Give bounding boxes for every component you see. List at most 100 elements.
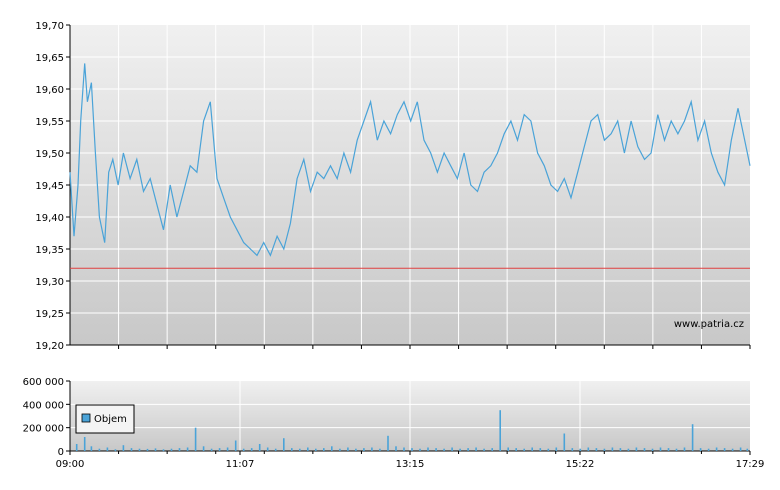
volume-bar: [90, 446, 93, 451]
volume-bar: [443, 448, 445, 451]
price-y-tick-label: 19,30: [35, 277, 64, 288]
volume-bar: [315, 448, 317, 451]
volume-panel: 600 000 400 000 200 000 0 09:00 11:07 13:15 15…: [23, 377, 765, 470]
volume-bar: [507, 447, 509, 451]
volume-bar: [395, 446, 397, 451]
price-y-ticks: 19,70 19,65 19,60 19,55 19,50 19,45 19,40 19,35…: [35, 21, 70, 352]
volume-bar: [202, 446, 205, 451]
price-y-tick-label: 19,50: [35, 149, 64, 160]
volume-bar: [667, 448, 670, 451]
volume-bar: [651, 448, 654, 451]
volume-bar: [274, 448, 277, 451]
price-y-tick-label: 19,25: [35, 309, 64, 320]
price-y-tick-label: 19,55: [35, 117, 64, 128]
volume-bar: [266, 447, 269, 451]
volume-bar: [122, 445, 125, 451]
volume-bar: [323, 448, 325, 451]
volume-bar: [435, 448, 437, 451]
volume-bar: [595, 448, 598, 451]
volume-bar: [539, 448, 542, 451]
volume-bar: [307, 447, 309, 451]
volume-bar: [242, 448, 245, 451]
volume-bar: [283, 438, 285, 451]
volume-bar: [331, 446, 333, 451]
legend-swatch: [81, 413, 91, 423]
volume-bar: [627, 448, 630, 451]
volume-bar: [707, 448, 710, 451]
volume-legend: Objem: [75, 404, 135, 434]
volume-bar: [98, 448, 101, 451]
volume-bar: [571, 448, 574, 451]
volume-bars: [75, 410, 749, 452]
volume-bar: [387, 435, 389, 451]
volume-bar: [587, 447, 590, 451]
volume-bar: [499, 410, 501, 451]
volume-bar: [106, 447, 109, 451]
volume-bar: [746, 448, 749, 451]
volume-bar: [83, 437, 86, 451]
volume-bar: [459, 448, 461, 451]
volume-bar: [523, 448, 525, 451]
volume-bar: [691, 424, 694, 451]
volume-bar: [258, 444, 261, 451]
volume-y-tick-label: 200 000: [23, 424, 64, 435]
volume-bar: [603, 448, 606, 451]
volume-bar: [411, 448, 413, 451]
volume-bar: [178, 448, 181, 451]
volume-bar: [234, 440, 237, 451]
volume-bar: [715, 447, 718, 451]
volume-bar: [419, 448, 421, 451]
price-y-tick-label: 19,60: [35, 85, 64, 96]
volume-bar: [146, 448, 149, 451]
volume-bar: [547, 448, 550, 451]
volume-bar: [427, 447, 429, 451]
volume-bar: [363, 448, 365, 451]
price-y-tick-label: 19,35: [35, 245, 64, 256]
volume-bar: [299, 448, 301, 451]
x-tick-label: 09:00: [56, 459, 85, 470]
price-y-tick-label: 19,70: [35, 21, 64, 32]
volume-bar: [723, 448, 726, 451]
watermark: www.patria.cz: [674, 319, 744, 330]
volume-x-ticks: 09:00 11:07 13:15 15:22 17:29: [56, 451, 765, 470]
volume-bar: [619, 448, 622, 451]
volume-bar: [555, 447, 558, 451]
volume-bar: [75, 444, 78, 451]
volume-bar: [250, 448, 253, 451]
volume-bar: [515, 448, 517, 451]
x-tick-label: 17:29: [736, 459, 765, 470]
volume-bar: [643, 448, 646, 451]
price-y-tick-label: 19,40: [35, 213, 64, 224]
price-y-tick-label: 19,45: [35, 181, 64, 192]
volume-bar: [355, 448, 357, 451]
volume-y-ticks: 600 000 400 000 200 000 0: [23, 377, 70, 458]
volume-bar: [371, 447, 373, 451]
price-panel: 19,70 19,65 19,60 19,55 19,50 19,45 19,40 19,35…: [35, 21, 751, 352]
volume-bar: [194, 427, 197, 451]
volume-y-tick-label: 600 000: [23, 377, 64, 388]
volume-bar: [683, 447, 686, 451]
volume-bar: [210, 448, 213, 451]
price-y-tick-label: 19,65: [35, 53, 64, 64]
volume-bar: [451, 447, 453, 451]
volume-bar: [699, 448, 702, 451]
volume-bar: [162, 449, 165, 452]
volume-bar: [579, 448, 582, 451]
x-tick-label: 11:07: [226, 459, 255, 470]
volume-bar: [291, 448, 293, 451]
volume-bar: [347, 447, 349, 451]
price-x-ticks: [118, 345, 751, 349]
volume-bar: [218, 448, 221, 451]
volume-bar: [563, 433, 566, 451]
volume-bar: [731, 448, 734, 451]
volume-y-tick-label: 0: [58, 447, 64, 458]
volume-bar: [170, 448, 173, 451]
volume-bar: [635, 447, 638, 451]
volume-bar: [154, 448, 157, 451]
legend-label: Objem: [94, 414, 127, 425]
volume-bar: [339, 448, 341, 451]
volume-bar: [491, 448, 493, 451]
volume-bar: [483, 448, 485, 451]
x-tick-label: 15:22: [566, 459, 595, 470]
